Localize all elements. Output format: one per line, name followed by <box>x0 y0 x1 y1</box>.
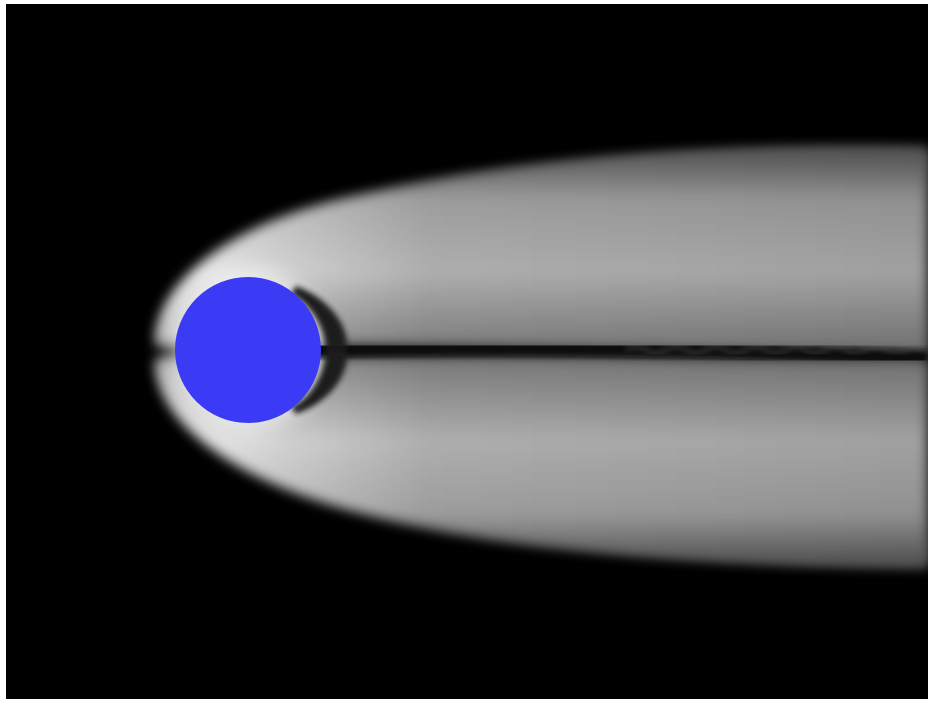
wake-vortex-ripples <box>625 345 927 355</box>
upper-wake-shading <box>156 148 928 354</box>
wake-centerline <box>305 339 928 366</box>
obstacle-circle <box>175 277 321 423</box>
obstacle-rear-shadow-lower <box>291 350 347 414</box>
obstacle-rear-shadow-upper <box>291 286 347 350</box>
flow-visualization <box>156 148 928 566</box>
simulation-frame <box>6 4 928 699</box>
lower-wake-shading <box>156 357 928 566</box>
